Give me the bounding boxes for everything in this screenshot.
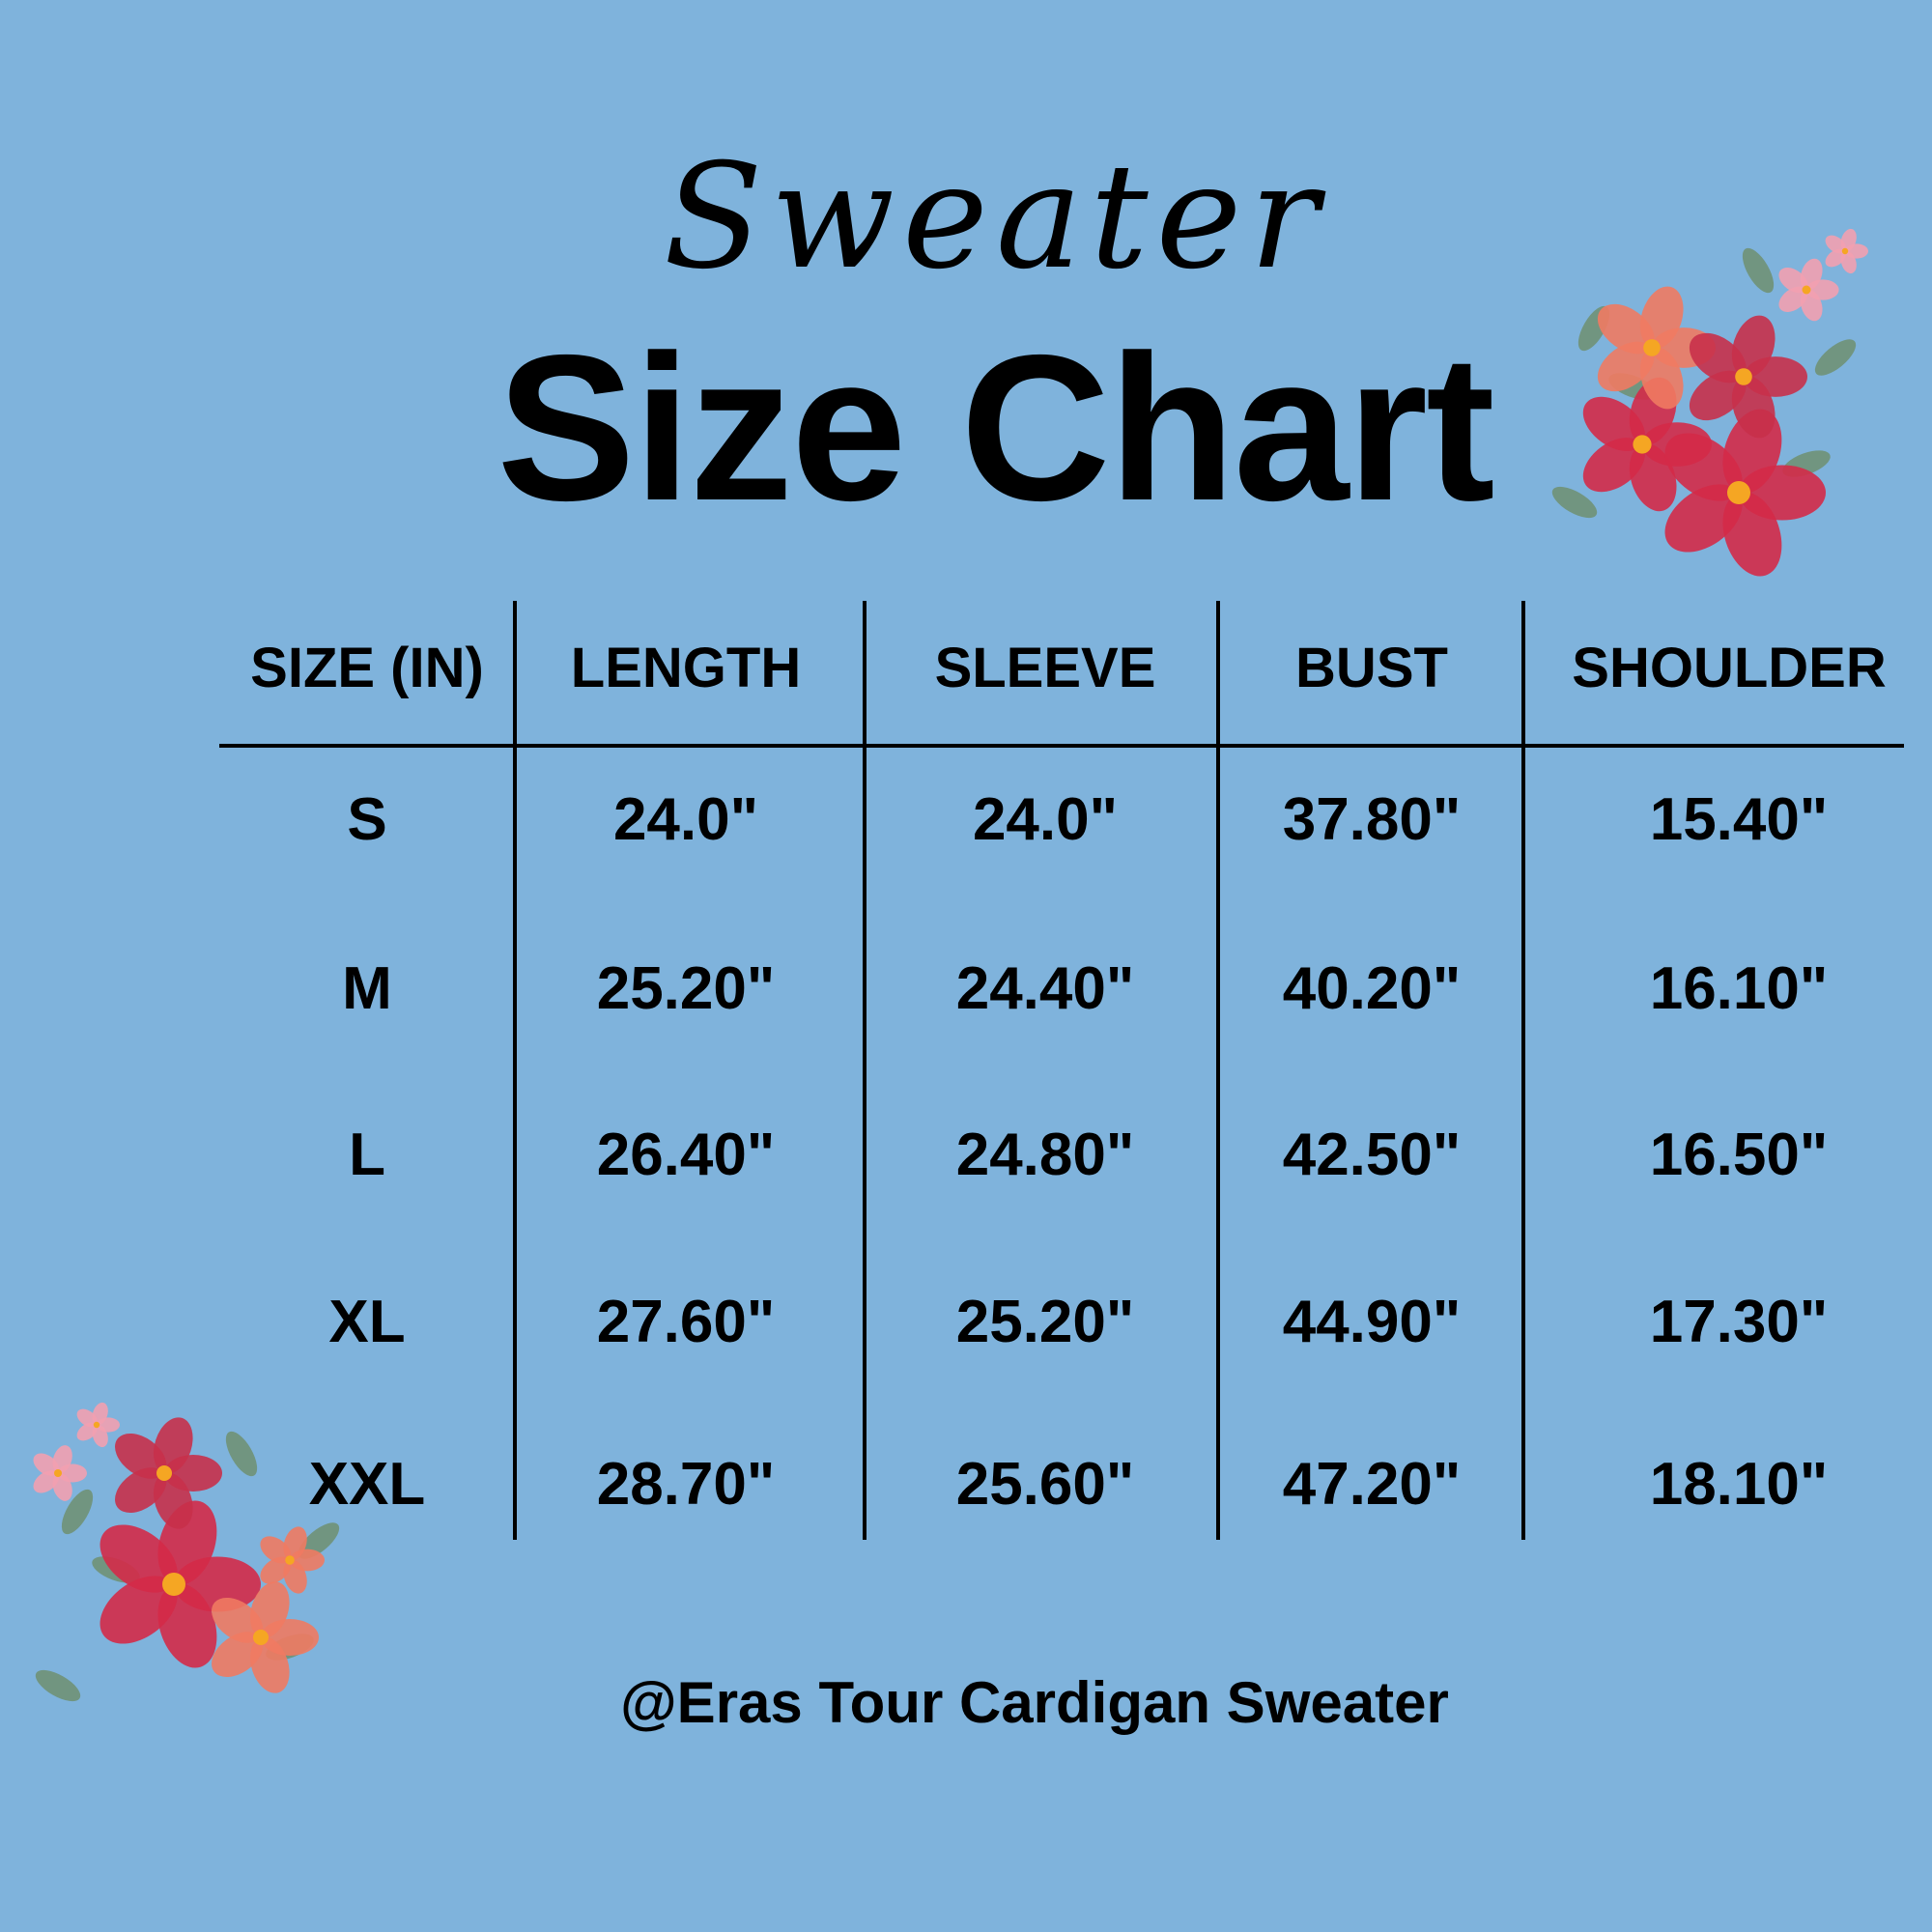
measurement-cell: 40.20" [1282, 955, 1462, 1022]
column-divider [1216, 601, 1220, 1540]
measurement-cell: 26.40" [596, 1122, 776, 1188]
measurement-cell: 28.70" [596, 1451, 776, 1518]
measurement-cell: 25.20" [955, 1289, 1135, 1355]
column-divider [513, 601, 517, 1540]
measurement-cell: 25.60" [955, 1451, 1135, 1518]
flower-bouquet-top-right-icon [1551, 228, 1868, 577]
measurement-cell: 24.40" [955, 955, 1135, 1022]
measurement-cell: 16.10" [1649, 955, 1829, 1022]
header-divider [219, 744, 1904, 748]
measurement-cell: 37.80" [1282, 786, 1462, 853]
column-header: SIZE (IN) [250, 637, 484, 699]
measurement-cell: 27.60" [596, 1289, 776, 1355]
measurement-cell: 18.10" [1649, 1451, 1829, 1518]
page-title: Size Chart [497, 311, 1494, 544]
measurement-cell: 24.0" [972, 786, 1119, 853]
column-header: LENGTH [570, 637, 802, 699]
size-label: M [342, 955, 392, 1022]
measurement-cell: 15.40" [1649, 786, 1829, 853]
column-divider [1521, 601, 1525, 1540]
column-header: SHOULDER [1572, 637, 1887, 699]
measurement-cell: 47.20" [1282, 1451, 1462, 1518]
footer-text: @Eras Tour Cardigan Sweater [620, 1670, 1449, 1735]
column-header: BUST [1295, 637, 1448, 699]
column-header: SLEEVE [934, 637, 1156, 699]
measurement-cell: 17.30" [1649, 1289, 1829, 1355]
size-label: XXL [308, 1451, 426, 1518]
size-label: XL [328, 1289, 406, 1355]
flower-bouquet-bottom-left-icon [33, 1402, 340, 1702]
column-divider [863, 601, 867, 1540]
measurement-cell: 44.90" [1282, 1289, 1462, 1355]
measurement-cell: 24.0" [612, 786, 759, 853]
script-title: Sweater [663, 133, 1327, 301]
size-label: S [347, 786, 387, 853]
measurement-cell: 24.80" [955, 1122, 1135, 1188]
measurement-cell: 42.50" [1282, 1122, 1462, 1188]
size-label: L [349, 1122, 385, 1188]
measurement-cell: 16.50" [1649, 1122, 1829, 1188]
measurement-cell: 25.20" [596, 955, 776, 1022]
